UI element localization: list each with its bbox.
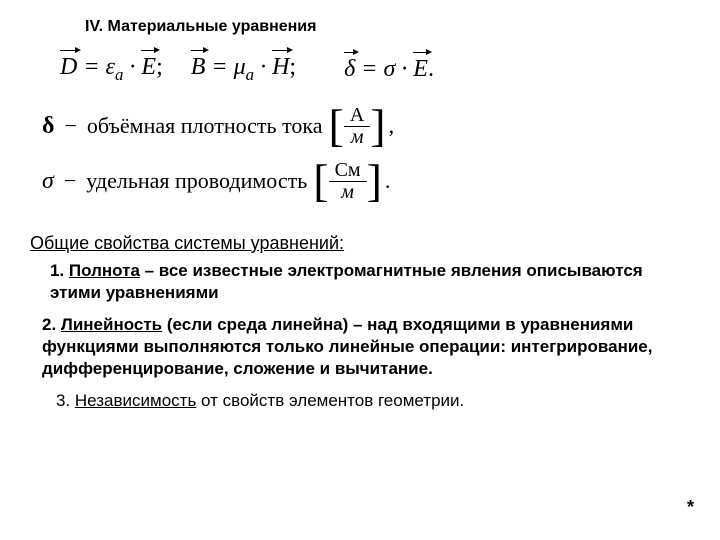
delta-unit: [ А м ]: [329, 105, 386, 148]
property-2: 2. Линейность (если среда линейна) – над…: [42, 314, 690, 380]
dash: −: [64, 113, 76, 139]
rbracket: ]: [367, 163, 382, 200]
frac-num: См: [329, 160, 367, 181]
lbracket: [: [313, 163, 328, 200]
vec-b: B: [191, 54, 206, 81]
eq-sign: =: [205, 54, 233, 80]
vec-d: D: [60, 54, 77, 81]
dot: ·: [123, 54, 141, 80]
frac: А м: [344, 105, 370, 148]
eq-d: D = εa · E;: [60, 54, 163, 85]
vec-h: H: [272, 54, 289, 81]
p3-name: Независимость: [75, 391, 196, 410]
delta-text: объёмная плотность тока: [87, 113, 323, 139]
section-title: IV. Материальные уравнения: [85, 18, 690, 36]
eq-sign: =: [355, 56, 383, 82]
trail-period: .: [385, 168, 391, 194]
delta-symbol: δ: [42, 113, 54, 140]
definition-delta: δ − объёмная плотность тока [ А м ] ,: [42, 105, 690, 148]
semi: ;: [156, 54, 163, 80]
eps: ε: [106, 54, 115, 80]
frac: См м: [329, 160, 367, 203]
p2-name: Линейность: [61, 315, 162, 334]
semi: ;: [289, 54, 296, 80]
definition-sigma: σ − удельная проводимость [ См м ] .: [42, 160, 690, 203]
p1-name: Полнота: [69, 261, 140, 280]
period: .: [428, 56, 434, 82]
dot: ·: [395, 56, 413, 82]
lbracket: [: [329, 108, 344, 145]
property-3: 3. Независимость от свойств элементов ге…: [56, 390, 690, 412]
eq-delta: δ = σ · E.: [344, 56, 434, 83]
p1-num: 1.: [50, 261, 69, 280]
equations-row: D = εa · E; B = μa · H; δ = σ · E.: [60, 54, 690, 85]
sigma-unit: [ См м ]: [313, 160, 382, 203]
sigma-text: удельная проводимость: [86, 168, 307, 194]
vec-e2: E: [413, 56, 428, 83]
vec-delta: δ: [344, 56, 355, 83]
frac-den: м: [335, 182, 360, 203]
dot: ·: [254, 54, 272, 80]
eq-sign: =: [77, 54, 105, 80]
sub-a2: a: [246, 65, 254, 84]
properties-title: Общие свойства системы уравнений:: [30, 233, 690, 254]
footnote-star: *: [687, 497, 694, 518]
sigma-symbol: σ: [42, 168, 54, 195]
p3-num: 3.: [56, 391, 75, 410]
sigma: σ: [383, 56, 395, 82]
vec-e: E: [141, 54, 156, 81]
mu: μ: [234, 54, 246, 80]
frac-num: А: [344, 105, 370, 126]
frac-den: м: [345, 127, 370, 148]
p2-num: 2.: [42, 315, 61, 334]
p3-rest: от свойств элементов геометрии.: [196, 391, 464, 410]
rbracket: ]: [370, 108, 385, 145]
eq-b: B = μa · H;: [191, 54, 296, 85]
dash: −: [64, 168, 76, 194]
property-1: 1. Полнота – все известные электромагнит…: [50, 260, 690, 304]
trail-comma: ,: [389, 113, 395, 139]
